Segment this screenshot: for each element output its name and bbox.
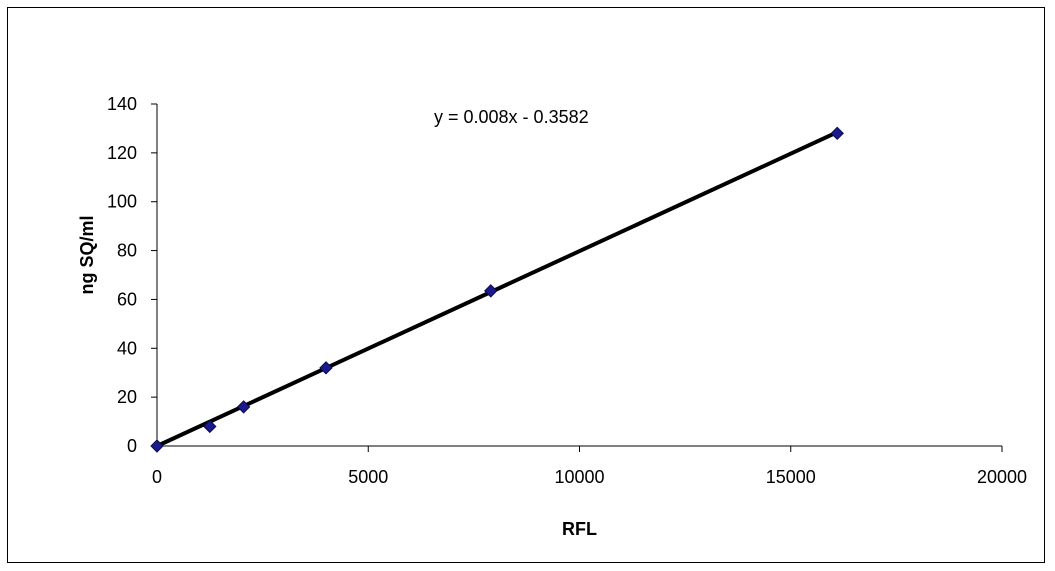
data-point [319, 361, 333, 375]
y-tick-label: 60 [117, 289, 137, 309]
x-tick-label: 5000 [348, 467, 388, 487]
trendline-group [156, 130, 839, 448]
x-axis-title: RFL [562, 519, 597, 539]
x-tick-label: 15000 [766, 467, 816, 487]
chart-frame [7, 7, 1045, 563]
trendline [156, 130, 839, 448]
y-tick-label: 100 [107, 192, 137, 212]
x-tick-label: 0 [152, 467, 162, 487]
y-tick-label: 80 [117, 241, 137, 261]
data-point [484, 284, 498, 298]
data-points [150, 126, 844, 453]
data-point [150, 439, 164, 453]
y-axis-title: ng SQ/ml [77, 215, 97, 294]
x-tick-label: 10000 [554, 467, 604, 487]
x-tick-label: 20000 [977, 467, 1027, 487]
data-point [236, 400, 251, 414]
y-tick-label: 0 [127, 436, 137, 456]
data-point [203, 419, 217, 434]
y-tick-label: 40 [117, 338, 137, 358]
y-tick-label: 20 [117, 387, 137, 407]
axes [156, 104, 1002, 447]
ticks: 0 20 40 60 80 100 120 140 0 5000 10000 15000 20000 [107, 94, 1027, 487]
y-tick-label: 120 [107, 143, 137, 163]
y-tick-label: 140 [107, 94, 137, 114]
trendline-equation: y = 0.008x - 0.3582 [434, 107, 589, 127]
data-point [830, 126, 844, 141]
